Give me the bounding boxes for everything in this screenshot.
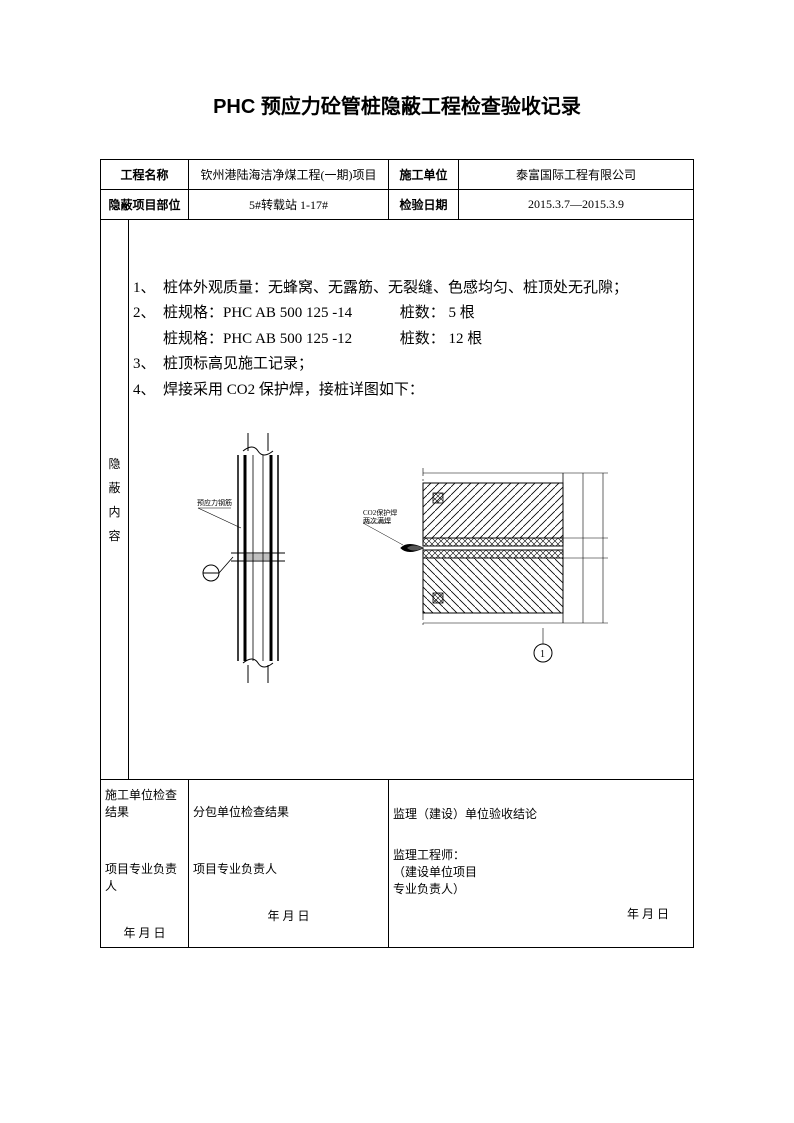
content-row: 隐蔽内容 1、 桩体外观质量：无蜂窝、无露筋、无裂缝、色感均匀、桩顶处无孔隙； … xyxy=(101,220,694,780)
item3-num: 3、 xyxy=(133,352,163,378)
footer-col2-date: 年 月 日 xyxy=(193,907,384,924)
item4-num: 4、 xyxy=(133,378,163,404)
footer-col2-resp: 项目专业负责人 xyxy=(193,860,384,877)
construction-unit-label: 施工单位 xyxy=(389,160,459,190)
footer-col1: 施工单位检查结果 项目专业负责人 年 月 日 xyxy=(101,780,189,948)
inspection-date-label: 检验日期 xyxy=(389,190,459,220)
footer-row: 施工单位检查结果 项目专业负责人 年 月 日 分包单位检查结果 项目专业负责人 … xyxy=(101,780,694,948)
item2-num: 2、 xyxy=(133,301,163,327)
footer-col2-title: 分包单位检查结果 xyxy=(193,803,384,820)
project-name-label: 工程名称 xyxy=(101,160,189,190)
item1-num: 1、 xyxy=(133,276,163,302)
header-row-1: 工程名称 钦州港陆海洁净煤工程(一期)项目 施工单位 泰富国际工程有限公司 xyxy=(101,160,694,190)
footer-col2: 分包单位检查结果 项目专业负责人 年 月 日 xyxy=(189,780,389,948)
build-unit-resp2: 专业负责人） xyxy=(393,880,689,897)
inspection-date: 2015.3.7—2015.3.9 xyxy=(459,190,694,220)
construction-unit: 泰富国际工程有限公司 xyxy=(459,160,694,190)
footer-col3-title: 监理（建设）单位验收结论 xyxy=(393,805,689,822)
weld-detail-diagram: CO2保护焊 两次满焊 1 xyxy=(363,463,623,683)
item4-text: 焊接采用 CO2 保护焊，接桩详图如下： xyxy=(163,378,689,404)
build-unit-resp1: （建设单位项目 xyxy=(393,863,689,880)
pile-elevation-diagram: 预应力钢筋 xyxy=(193,433,323,683)
item2a-text: 桩规格：PHC AB 500 125 -14 桩数： 5 根 xyxy=(163,301,689,327)
footer-col1-title: 施工单位检查结果 xyxy=(105,786,184,820)
footer-col1-resp: 项目专业负责人 xyxy=(105,860,184,894)
hidden-part-label: 隐蔽项目部位 xyxy=(101,190,189,220)
item3-text: 桩顶标高见施工记录； xyxy=(163,352,689,378)
item1-text: 桩体外观质量：无蜂窝、无露筋、无裂缝、色感均匀、桩顶处无孔隙； xyxy=(163,276,689,302)
weld-label-1: CO2保护焊 xyxy=(363,508,397,517)
weld-label-2: 两次满焊 xyxy=(363,516,391,525)
project-name: 钦州港陆海洁净煤工程(一期)项目 xyxy=(189,160,389,190)
footer-col3: 监理（建设）单位验收结论 监理工程师： （建设单位项目 专业负责人） 年 月 日 xyxy=(389,780,694,948)
footer-col1-date: 年 月 日 xyxy=(105,924,184,941)
page-title: PHC 预应力砼管桩隐蔽工程检查验收记录 xyxy=(100,90,694,119)
side-label: 隐蔽内容 xyxy=(101,220,129,780)
sup-engineer: 监理工程师： xyxy=(393,846,689,863)
footer-col3-date: 年 月 日 xyxy=(393,905,689,922)
hidden-part: 5#转载站 1-17# xyxy=(189,190,389,220)
detail-number: 1 xyxy=(540,649,545,660)
rebar-label: 预应力钢筋 xyxy=(197,498,232,507)
item2b-text: 桩规格：PHC AB 500 125 -12 桩数： 12 根 xyxy=(163,327,689,353)
header-row-2: 隐蔽项目部位 5#转载站 1-17# 检验日期 2015.3.7—2015.3.… xyxy=(101,190,694,220)
main-table: 工程名称 钦州港陆海洁净煤工程(一期)项目 施工单位 泰富国际工程有限公司 隐蔽… xyxy=(100,159,694,948)
diagram-area: 预应力钢筋 xyxy=(133,423,689,723)
content-cell: 1、 桩体外观质量：无蜂窝、无露筋、无裂缝、色感均匀、桩顶处无孔隙； 2、 桩规… xyxy=(129,220,694,780)
